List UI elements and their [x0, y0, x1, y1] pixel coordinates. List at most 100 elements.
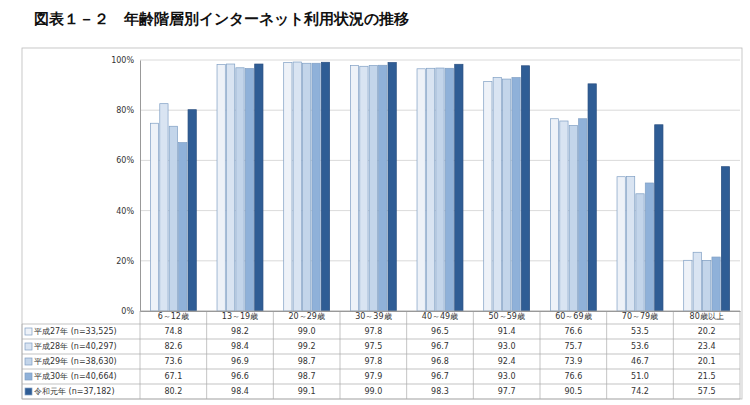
table-rule	[340, 311, 341, 399]
bar	[255, 64, 263, 311]
y-axis: 0% 20% 40% 60% 80% 100%	[111, 56, 140, 316]
legend-swatch	[25, 328, 32, 335]
table-value: 23.4	[698, 342, 716, 351]
series	[150, 63, 692, 311]
bar	[321, 62, 329, 311]
tick: 60～69歳	[555, 311, 591, 321]
tick: 6～12歳	[158, 311, 189, 321]
table-value: 46.7	[631, 357, 649, 366]
series	[188, 62, 730, 311]
bar	[588, 84, 596, 311]
table-value: 97.5	[364, 342, 382, 351]
tick: 40%	[116, 207, 140, 216]
tick-label: 80%	[116, 106, 134, 115]
bar	[226, 64, 234, 311]
table-value: 99.2	[298, 342, 316, 351]
bar	[426, 68, 434, 311]
table-value: 99.1	[298, 387, 316, 396]
bar	[560, 121, 568, 311]
x-axis: 6～12歳13～19歳20～29歳30～39歳40～49歳50～59歳60～69…	[141, 311, 741, 321]
bar	[417, 69, 425, 311]
bar	[684, 260, 692, 311]
table-value: 92.4	[498, 357, 516, 366]
series	[160, 62, 702, 311]
table-rule	[22, 324, 740, 325]
tick: 80歳以上	[690, 311, 724, 321]
tick: 20%	[116, 257, 140, 266]
bar	[284, 63, 292, 311]
table-rule	[22, 399, 740, 400]
bar	[217, 65, 225, 311]
legend-label: 平成28年 (n=40,297)	[34, 342, 117, 351]
table-value: 97.7	[498, 387, 516, 396]
table-value: 97.8	[364, 357, 382, 366]
bar	[550, 119, 558, 311]
legend-swatch	[25, 343, 32, 350]
table-value: 98.2	[231, 327, 249, 336]
bar	[445, 68, 453, 311]
bar	[369, 66, 377, 311]
table-value: 98.7	[298, 357, 316, 366]
table-value: 99.0	[298, 327, 316, 336]
table-value: 90.5	[564, 387, 582, 396]
bar	[169, 126, 177, 311]
tick-label: 40%	[116, 207, 134, 216]
tick-label: 0%	[121, 307, 134, 316]
legend-label: 平成27年 (n=33,525)	[34, 327, 117, 336]
table-value: 98.3	[431, 387, 449, 396]
tick-label: 20%	[116, 257, 134, 266]
tick: 100%	[111, 56, 140, 65]
bars	[150, 62, 729, 311]
bar	[569, 126, 577, 311]
bar	[160, 104, 168, 311]
bar	[626, 176, 634, 311]
table-value: 97.8	[364, 327, 382, 336]
table-value: 96.7	[431, 342, 449, 351]
bar	[150, 123, 158, 311]
bar	[303, 63, 311, 311]
table-value: 76.6	[564, 327, 582, 336]
grid-line	[140, 60, 740, 61]
category-label: 6～12歳	[158, 312, 189, 321]
table-rule	[740, 311, 741, 399]
table-value: 57.5	[698, 387, 716, 396]
legend-label: 令和元年 (n=37,182)	[34, 387, 115, 396]
table-value: 93.0	[498, 372, 516, 381]
bar	[455, 64, 463, 311]
table-value: 73.6	[164, 357, 182, 366]
table-value: 74.8	[164, 327, 182, 336]
bar	[236, 68, 244, 311]
table-rule	[540, 311, 541, 399]
series	[179, 63, 721, 311]
table-value: 96.5	[431, 327, 449, 336]
tick: 30～39歳	[355, 311, 391, 321]
table-rule	[22, 384, 740, 385]
table-value: 97.9	[364, 372, 382, 381]
table-rule	[22, 324, 23, 399]
legend-label: 平成30年 (n=40,664)	[34, 372, 117, 381]
category-label: 60～69歳	[555, 312, 591, 321]
tick-label: 100%	[111, 56, 134, 65]
table-value: 98.7	[298, 372, 316, 381]
bar	[484, 82, 492, 311]
bar	[245, 69, 253, 311]
table-value: 99.0	[364, 387, 382, 396]
table-value: 74.2	[631, 387, 649, 396]
title: 図表１－２ 年齢階層別インターネット利用状況の推移	[34, 10, 409, 28]
bar	[721, 167, 729, 311]
bar	[645, 183, 653, 311]
tick: 60%	[116, 156, 140, 165]
table-value: 93.0	[498, 342, 516, 351]
table-rule	[606, 311, 607, 399]
bar	[360, 66, 368, 311]
bar	[636, 194, 644, 311]
bar	[617, 177, 625, 311]
tick: 20～29歳	[288, 311, 324, 321]
table-value: 67.1	[164, 372, 182, 381]
table-rule	[473, 311, 474, 399]
table-value: 96.6	[231, 372, 249, 381]
legend-swatch	[25, 358, 32, 365]
tick: 0%	[121, 307, 140, 316]
table-value: 91.4	[498, 327, 516, 336]
table-rule	[206, 311, 207, 399]
